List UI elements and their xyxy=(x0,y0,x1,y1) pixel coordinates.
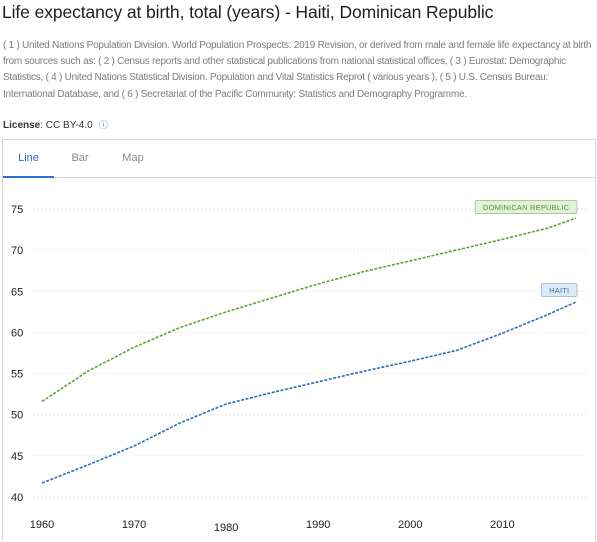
y-tick-label-45: 45 xyxy=(11,451,23,463)
x-tick-label-1970: 1970 xyxy=(122,519,146,531)
license-line: License: CC BY-4.0 ⓘ xyxy=(3,118,108,131)
y-tick-label-75: 75 xyxy=(11,204,23,216)
sources-note: ( 1 ) United Nations Population Division… xyxy=(3,40,592,100)
x-tick-label-1990: 1990 xyxy=(306,519,330,531)
chart-panel: Line Bar Map 40 45 50 55 60 65 70 75 1960 1970 198… xyxy=(2,139,596,541)
tab-line[interactable]: Line xyxy=(3,140,54,178)
y-tick-label-60: 60 xyxy=(11,327,23,339)
chart-tabs: Line Bar Map xyxy=(3,140,595,178)
y-tick-label-50: 50 xyxy=(11,410,23,422)
series-label-box-1 xyxy=(541,283,578,297)
y-tick-label-55: 55 xyxy=(11,369,23,381)
series-line-1 xyxy=(41,301,577,484)
line-chart: 40 45 50 55 60 65 70 75 1960 1970 1980 1990 2000 2010… xyxy=(11,200,587,534)
license-value: : CC BY-4.0 xyxy=(40,120,93,131)
series-label-box-0 xyxy=(474,200,578,214)
y-tick-label-65: 65 xyxy=(11,286,23,298)
tab-map[interactable]: Map xyxy=(122,152,144,164)
y-tick-label-70: 70 xyxy=(11,245,23,257)
x-tick-label-1980: 1980 xyxy=(214,522,238,534)
info-icon[interactable]: ⓘ xyxy=(98,120,108,130)
x-tick-label-2010: 2010 xyxy=(490,519,514,531)
series-line-0 xyxy=(41,217,577,403)
license-label: License xyxy=(3,120,41,131)
page-title: Life expectancy at birth, total (years) … xyxy=(2,2,494,22)
series-label-1: HAITI xyxy=(549,286,569,295)
x-tick-label-1960: 1960 xyxy=(30,519,54,531)
x-tick-label-2000: 2000 xyxy=(398,519,422,531)
tab-bar[interactable]: Bar xyxy=(71,152,89,164)
series-label-0: DOMINICAN REPUBLIC xyxy=(483,203,569,212)
y-tick-label-40: 40 xyxy=(11,492,23,504)
